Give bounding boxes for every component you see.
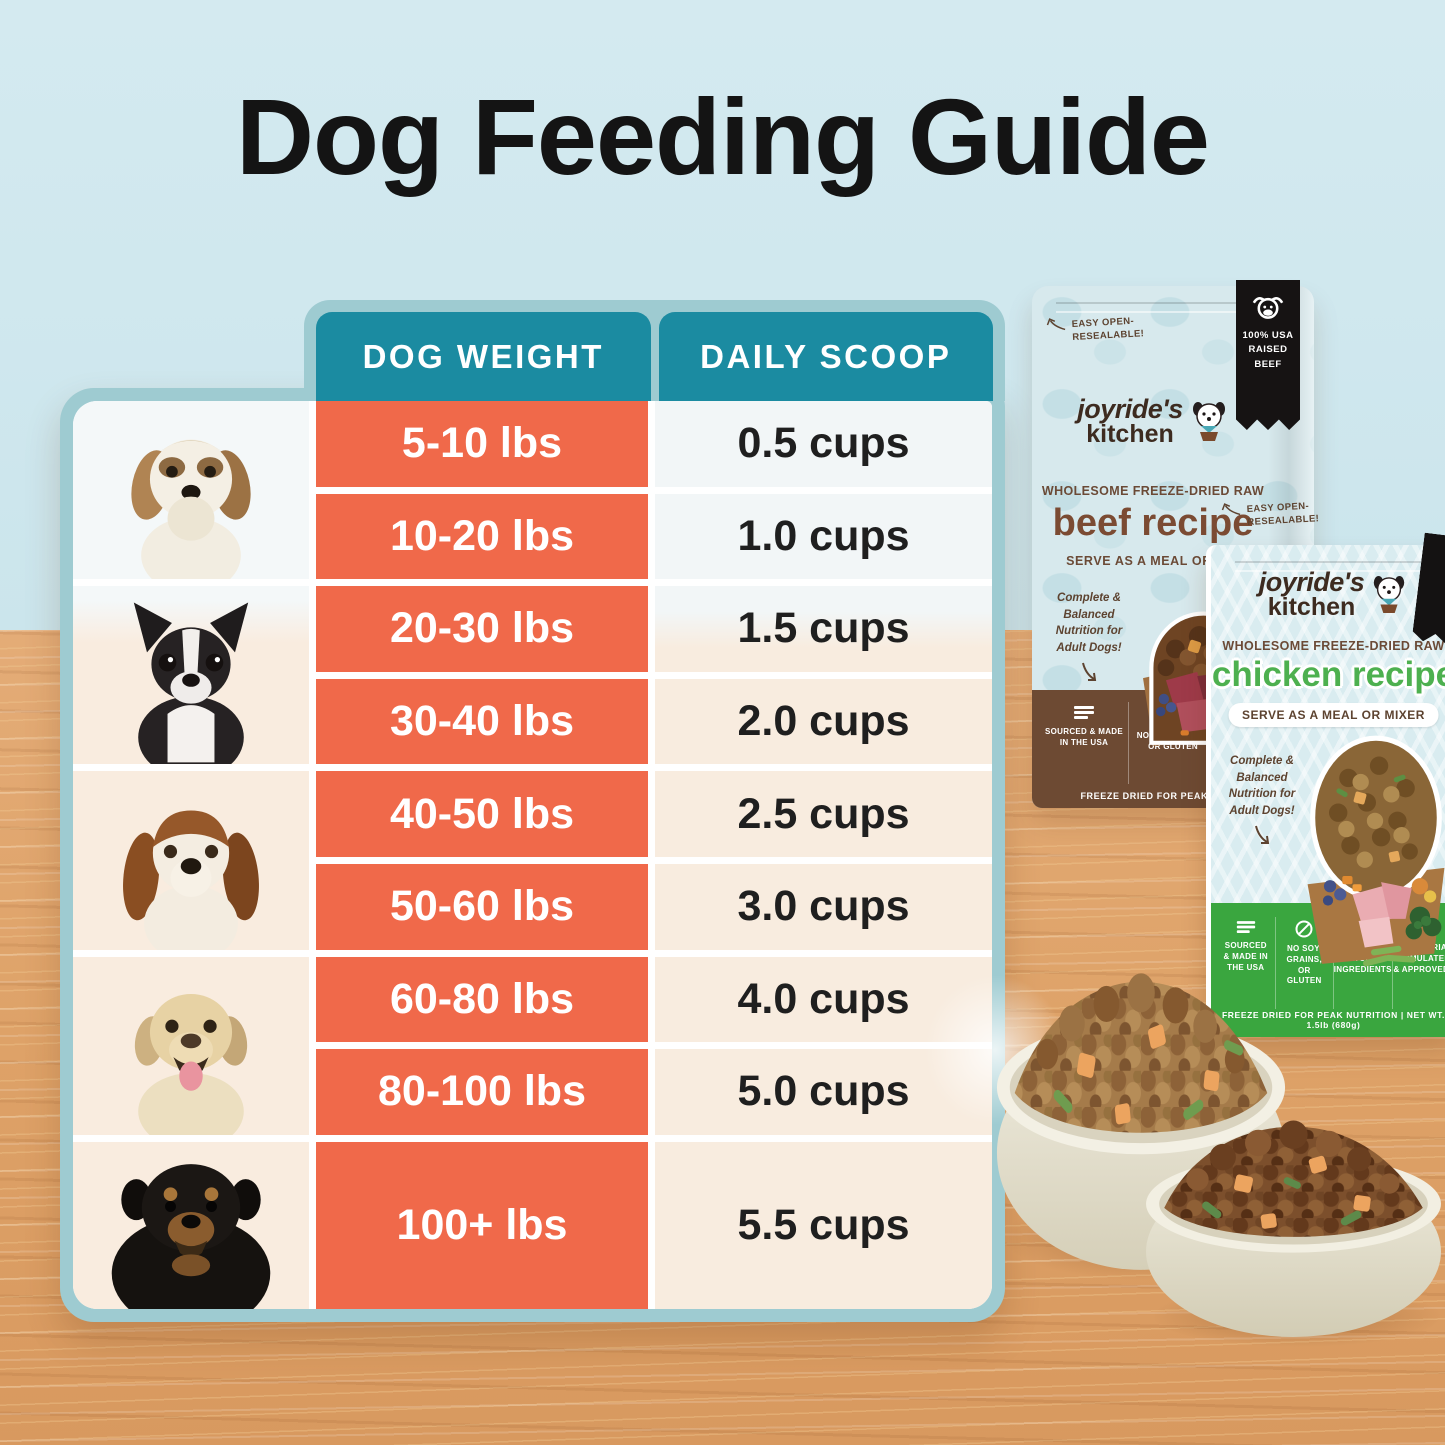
chicken-food-photo [1307, 735, 1445, 967]
easy-open-note: EASY OPEN-RESEALABLE! [1046, 315, 1186, 343]
bag-tagline: WHOLESOME FREEZE-DRIED RAW [1041, 484, 1265, 498]
labrador-illustration [134, 993, 248, 1135]
dog-weight-cell: 30-40 lbs [316, 678, 648, 765]
daily-scoop-cell: 5.5 cups [655, 1141, 992, 1309]
dog-weight-cell: 100+ lbs [316, 1141, 648, 1309]
badge-usa: SOURCED & MADE IN THE USA [1217, 917, 1275, 1009]
curved-arrow-icon [1082, 662, 1097, 681]
recipe-name: beef recipe [1052, 502, 1254, 544]
badge-label: SOURCED & MADE IN THE USA [1045, 727, 1123, 747]
bag-zip-seal [1235, 561, 1432, 572]
labrador-photo [73, 956, 309, 1135]
badge-label: SOURCED & MADE IN THE USA [1223, 941, 1268, 972]
tibetan-mastiff-photo [73, 1141, 309, 1309]
dog-weight-cell: 40-50 lbs [316, 771, 648, 857]
bag-tagline: WHOLESOME FREEZE-DRIED RAW [1222, 639, 1445, 653]
daily-scoop-cell: 3.0 cups [655, 863, 992, 950]
daily-scoop-cell: 2.0 cups [655, 678, 992, 765]
chicken-food-window [1297, 731, 1445, 976]
beef-kibble-bowl [1142, 1086, 1445, 1340]
recipe-name: chicken recipe [1211, 655, 1445, 694]
table-grid: 5-10 lbs 10-20 lbs 20-30 lbs 30-40 lbs 4… [73, 401, 992, 1309]
daily-scoop-cell: 1.5 cups [655, 586, 992, 672]
bag-footer-line: FREEZE DRIED FOR PEAK NUTRITION | NET WT… [1222, 1010, 1445, 1030]
nutrition-note-text: Complete & Balanced Nutrition for Adult … [1228, 755, 1296, 818]
curved-arrow-icon [1255, 825, 1270, 844]
bag-zip-seal [1056, 302, 1290, 313]
serve-line: SERVE AS A MEAL OR MIX [1066, 554, 1240, 568]
basset-hound-illustration [123, 810, 259, 950]
nutrition-note-text: Complete & Balanced Nutrition for Adult … [1055, 592, 1123, 655]
boston-terrier-illustration [133, 602, 249, 765]
beef-kibble-bowl-image [1146, 1120, 1441, 1337]
dog-weight-cell: 5-10 lbs [316, 401, 648, 487]
brand-name-bottom: kitchen [1086, 420, 1174, 448]
badge-no-soy: NO SOY, GRAINS, OR GLUTEN [1274, 917, 1334, 1009]
dog-weight-cell: 50-60 lbs [316, 863, 648, 950]
easy-open-label: EASY OPEN-RESEALABLE! [1071, 315, 1145, 343]
brand-logo: joyride's kitchen [1211, 567, 1445, 622]
easy-open-label: EASY OPEN-RESEALABLE! [1246, 500, 1320, 528]
feeding-guide-table: DOG WEIGHT DAILY SCOOP [60, 300, 1005, 1322]
brand-name-top: joyride's [1077, 394, 1183, 424]
bag-footer-line: FREEZE DRIED FOR PEAK NUTRITION [1080, 791, 1266, 801]
usa-flag-icon [1074, 706, 1094, 719]
boston-terrier-photo [73, 586, 309, 765]
dog-weight-cell: 10-20 lbs [316, 493, 648, 580]
shih-tzu-photo [73, 401, 309, 580]
basset-hound-photo [73, 771, 309, 950]
brand-name-top: joyride's [1258, 567, 1365, 597]
brand-name-bottom: kitchen [1267, 593, 1356, 621]
daily-scoop-cell: 1.0 cups [655, 493, 992, 580]
page-title: Dog Feeding Guide [236, 76, 1210, 197]
dalmatian-dog-logo-icon [1374, 575, 1405, 613]
serve-line: SERVE AS A MEAL OR MIXER [1228, 703, 1439, 727]
header-daily-scoop: DAILY SCOOP [658, 312, 993, 401]
brand-logo-text: joyride's kitchen [1258, 567, 1365, 622]
cow-icon [1252, 297, 1284, 319]
badge-usa: SOURCED & MADE IN THE USA [1040, 702, 1128, 784]
no-symbol-icon [1295, 920, 1313, 938]
usa-flag-icon [1236, 921, 1255, 933]
nutrition-note: Complete & Balanced Nutrition for Adult … [1217, 753, 1307, 846]
table-body-frame: 5-10 lbs 10-20 lbs 20-30 lbs 30-40 lbs 4… [60, 388, 1005, 1322]
usa-raised-beef-ribbon: 100% USA RAISED BEEF [1236, 280, 1300, 430]
daily-scoop-cell: 2.5 cups [655, 771, 992, 857]
curved-arrow-icon [1221, 503, 1241, 516]
brand-logo-text: joyride's kitchen [1077, 394, 1183, 449]
brand-logo: joyride's kitchen [1032, 394, 1274, 449]
tibetan-mastiff-illustration [111, 1164, 271, 1309]
curved-arrow-icon [1046, 318, 1066, 331]
shih-tzu-illustration [131, 439, 251, 580]
dog-weight-cell: 60-80 lbs [316, 956, 648, 1043]
header-dog-weight: DOG WEIGHT [316, 312, 651, 401]
dog-weight-cell: 20-30 lbs [316, 586, 648, 672]
dalmatian-dog-logo-icon [1192, 401, 1225, 441]
badge-label: NO SOY, GRAINS, OR GLUTEN [1286, 944, 1322, 986]
easy-open-note: EASY OPEN-RESEALABLE! [1221, 500, 1361, 528]
chicken-recipe-bag: EASY OPEN-RESEALABLE! joyride's kitchen … [1206, 501, 1445, 1037]
table-header: DOG WEIGHT DAILY SCOOP [304, 300, 1005, 401]
dog-weight-cell: 80-100 lbs [316, 1049, 648, 1135]
nutrition-note: Complete & Balanced Nutrition for Adult … [1042, 590, 1136, 683]
daily-scoop-cell: 0.5 cups [655, 401, 992, 487]
ribbon-label: 100% USA RAISED BEEF [1242, 330, 1294, 370]
